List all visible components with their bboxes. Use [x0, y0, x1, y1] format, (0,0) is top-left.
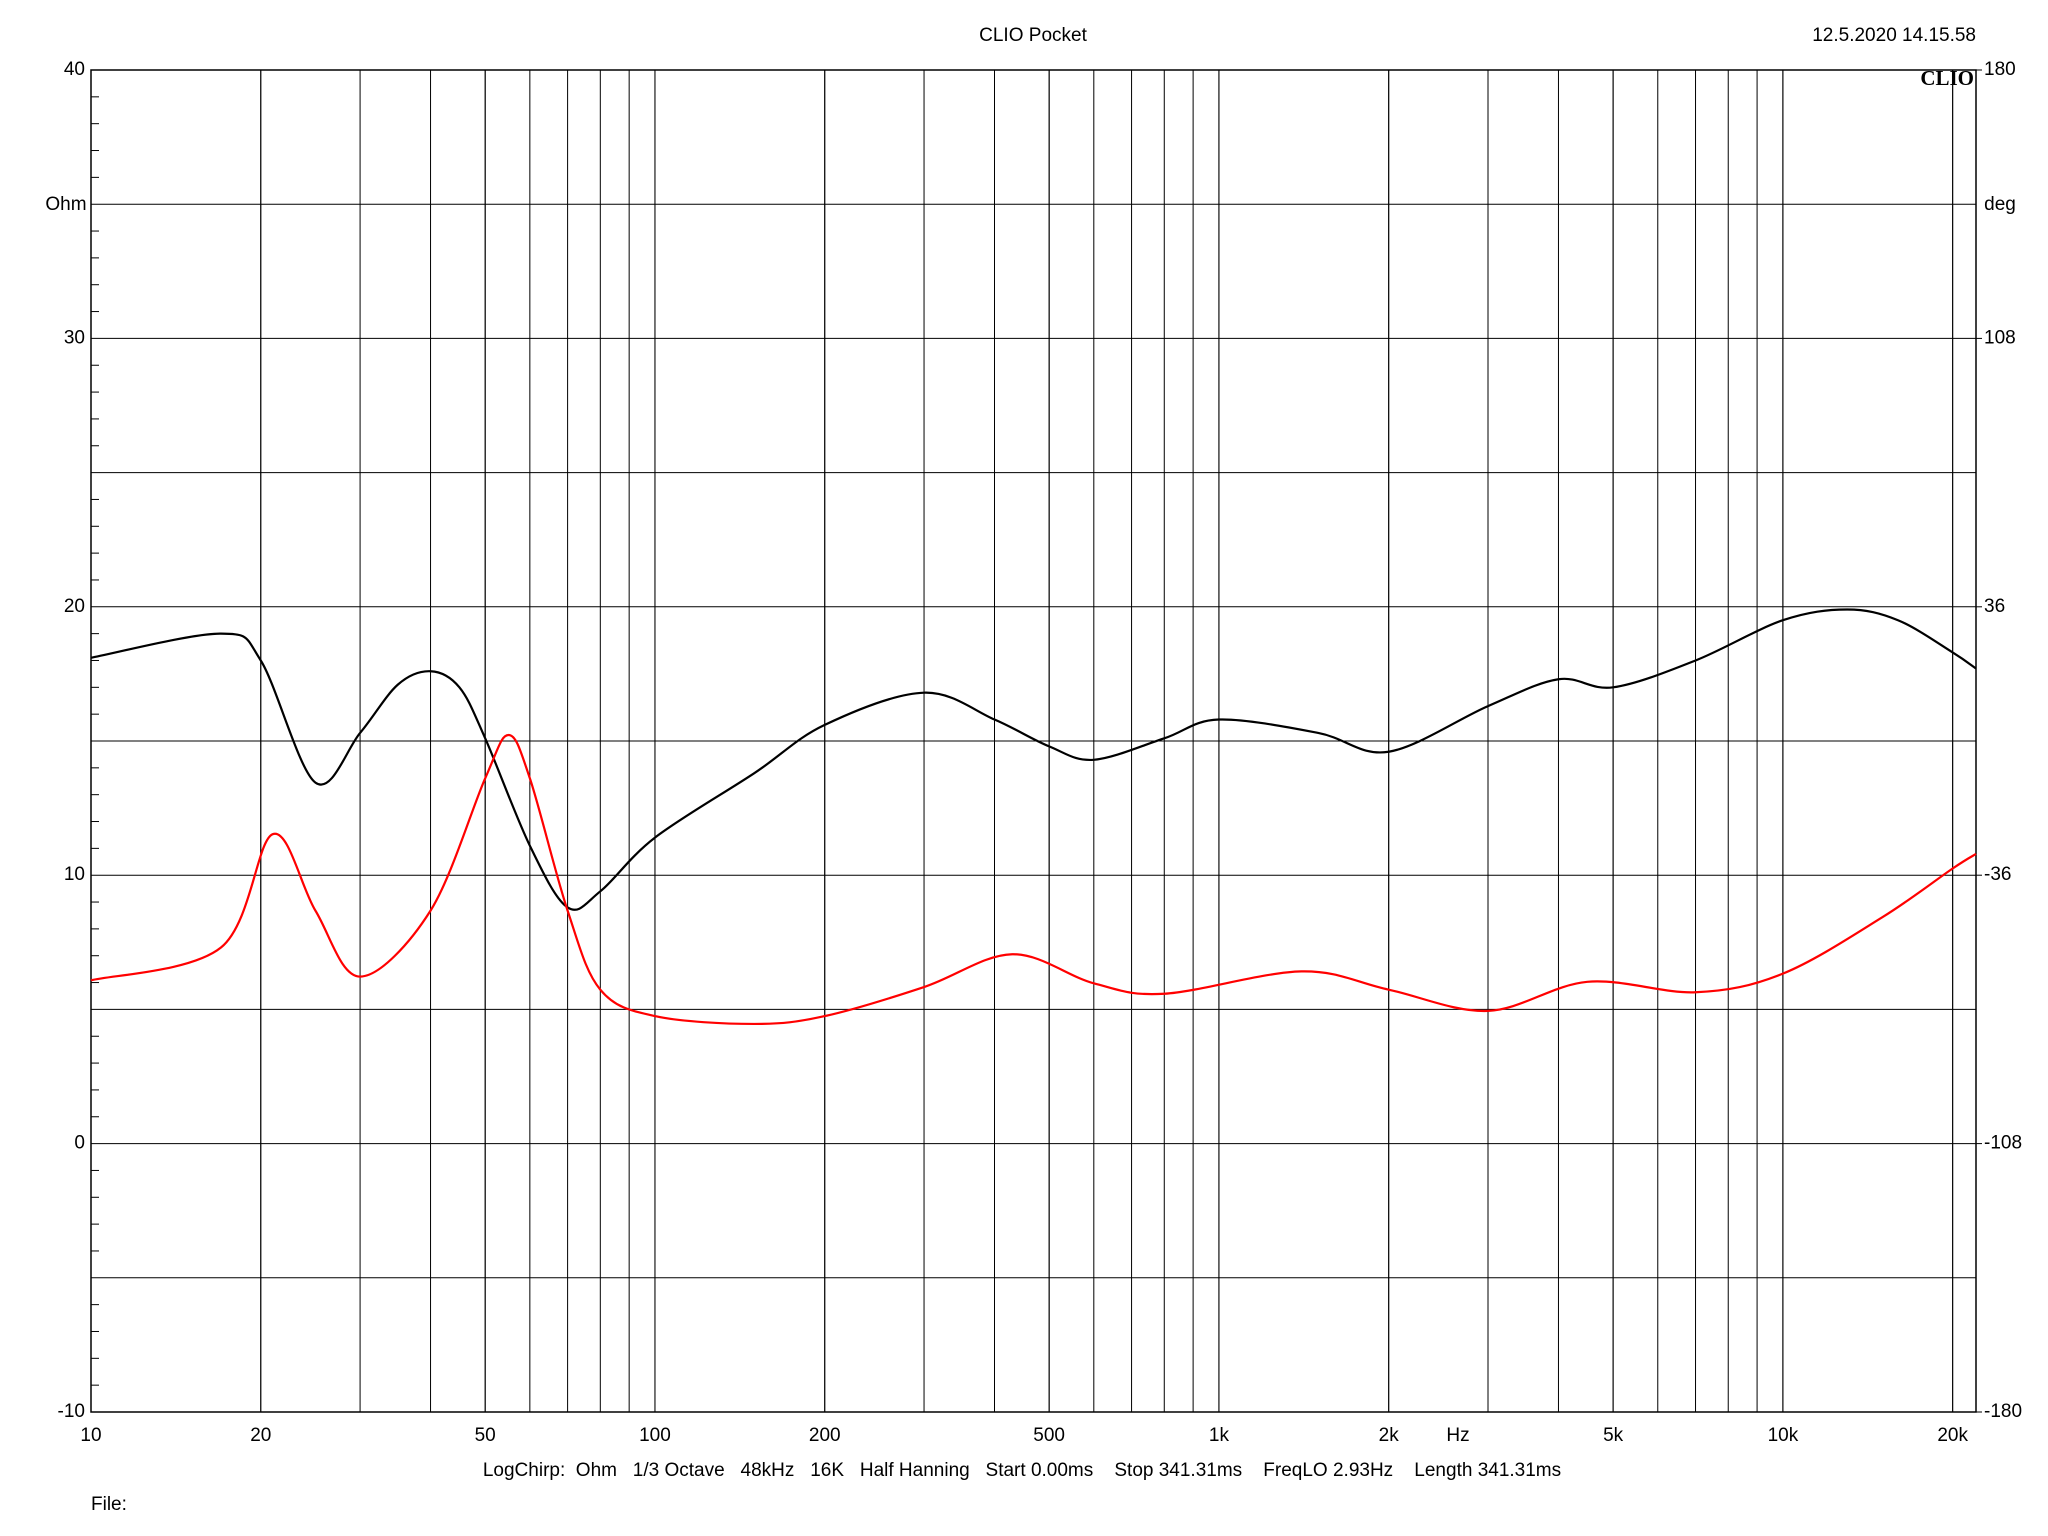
x-tick-label: 10	[80, 1425, 101, 1446]
y-tick-label: -10	[58, 1401, 85, 1422]
y-tick-label: 30	[64, 327, 85, 348]
y-tick-label: 20	[64, 596, 85, 617]
y2-tick-label: 180	[1984, 59, 2016, 80]
y-tick-label: 0	[74, 1133, 85, 1154]
y2-tick-label: -108	[1984, 1133, 2022, 1154]
x-tick-label: 1k	[1209, 1425, 1230, 1446]
y2-tick-label: 36	[1984, 596, 2005, 617]
series-line	[90, 608, 1977, 911]
x-tick-label: 2k	[1379, 1425, 1400, 1446]
x-tick-label: 5k	[1603, 1425, 1624, 1446]
y2-axis-label: deg	[1984, 194, 2016, 215]
x-tick-label: 50	[475, 1425, 496, 1446]
y2-tick-label: -36	[1984, 864, 2011, 885]
plot-frame	[90, 69, 1977, 1413]
x-tick-label: 20	[250, 1425, 271, 1446]
footer: LogChirp: Ohm 1/3 Octave 48kHz 16K Half …	[483, 1460, 1561, 1481]
y-tick-label: 40	[64, 59, 85, 80]
timestamp: 12.5.2020 14.15.58	[1812, 25, 1976, 46]
series-line	[90, 733, 1977, 1026]
y-axis-label: Ohm	[45, 194, 86, 215]
y2-tick-label: 108	[1984, 327, 2016, 348]
x-tick-label: 20k	[1937, 1425, 1968, 1446]
y-tick-label: 10	[64, 864, 85, 885]
x-tick-label: 500	[1033, 1425, 1065, 1446]
y2-tick-label: -180	[1984, 1401, 2022, 1422]
chart-title: CLIO Pocket	[979, 25, 1087, 46]
x-tick-label: 10k	[1768, 1425, 1799, 1446]
x-unit-label: Hz	[1446, 1425, 1469, 1446]
file-label: File:	[91, 1494, 127, 1515]
x-tick-label: 100	[639, 1425, 671, 1446]
x-tick-label: 200	[809, 1425, 841, 1446]
